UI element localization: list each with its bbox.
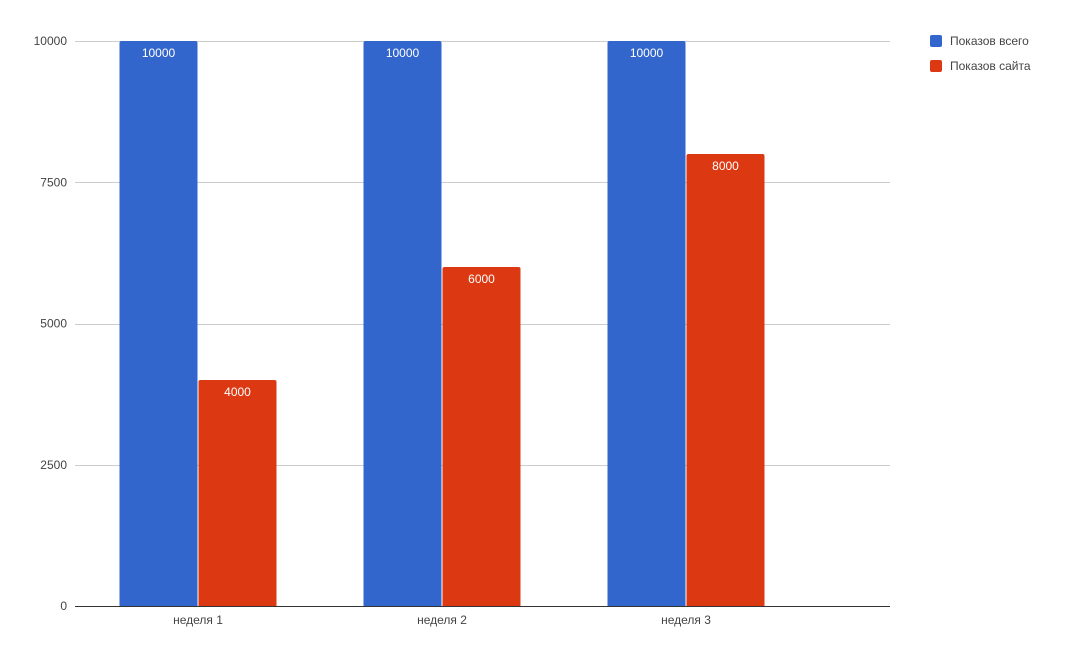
bar-value-label: 10000 xyxy=(630,46,664,60)
bar xyxy=(607,41,686,606)
legend: Показов всего Показов сайта xyxy=(930,34,1031,73)
bar xyxy=(363,41,442,606)
y-tick-label: 2500 xyxy=(40,458,67,472)
bar xyxy=(442,267,521,606)
bar-value-label: 10000 xyxy=(142,46,176,60)
y-tick-label: 7500 xyxy=(40,175,67,189)
y-axis-ticks: 0 2500 5000 7500 10000 xyxy=(34,34,68,613)
data-labels: 10000 4000 10000 6000 10000 8000 xyxy=(142,46,739,399)
legend-label: Показов сайта xyxy=(950,59,1031,73)
y-tick-label: 0 xyxy=(60,599,67,613)
bar-value-label: 8000 xyxy=(712,159,739,173)
bars xyxy=(119,41,765,606)
x-tick-label: неделя 3 xyxy=(661,613,711,627)
bar-value-label: 10000 xyxy=(386,46,420,60)
y-tick-label: 5000 xyxy=(40,317,67,331)
bar-value-label: 4000 xyxy=(224,385,251,399)
legend-swatch xyxy=(930,35,942,47)
bar xyxy=(198,380,277,606)
x-tick-label: неделя 1 xyxy=(173,613,223,627)
x-tick-label: неделя 2 xyxy=(417,613,467,627)
y-tick-label: 10000 xyxy=(34,34,68,48)
bar xyxy=(686,154,765,606)
legend-label: Показов всего xyxy=(950,34,1029,48)
bar xyxy=(119,41,198,606)
x-axis: неделя 1 неделя 2 неделя 3 xyxy=(75,606,890,627)
legend-swatch xyxy=(930,60,942,72)
bar-value-label: 6000 xyxy=(468,272,495,286)
